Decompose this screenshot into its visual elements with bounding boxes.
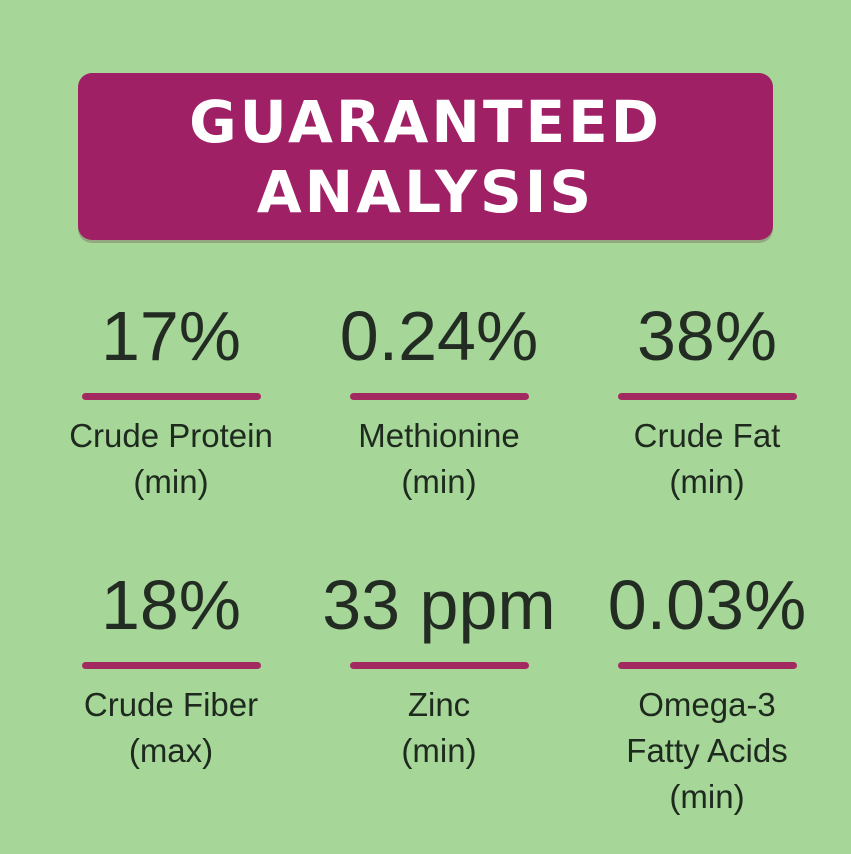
stat-zinc: 33 ppm Zinc (min): [305, 569, 573, 820]
stat-methionine: 0.24% Methionine (min): [305, 300, 573, 505]
stat-name: Crude Protein: [69, 417, 273, 454]
stat-value: 0.03%: [607, 566, 807, 644]
page-title: GUARANTEED ANALYSIS: [189, 87, 662, 226]
stat-crude-fiber: 18% Crude Fiber (max): [37, 569, 305, 820]
stat-qualifier: (min): [401, 463, 477, 500]
stat-crude-protein: 17% Crude Protein (min): [37, 300, 305, 505]
stat-qualifier: (min): [133, 463, 209, 500]
divider-line: [81, 393, 261, 400]
divider-line: [617, 662, 797, 669]
stat-qualifier: (min): [669, 463, 745, 500]
divider-line: [617, 393, 797, 400]
stat-qualifier: (min): [669, 778, 745, 815]
stat-omega-3-fatty-acids: 0.03% Omega-3 Fatty Acids (min): [573, 569, 841, 820]
divider-line: [349, 393, 529, 400]
stat-name: Crude Fiber: [83, 686, 259, 723]
divider-line: [349, 662, 529, 669]
stat-value: 0.24%: [339, 297, 539, 375]
divider-line: [81, 662, 261, 669]
stat-name: Omega-3 Fatty Acids: [626, 686, 788, 769]
stat-value: 17%: [100, 297, 242, 375]
stat-name: Crude Fat: [633, 417, 781, 454]
stat-value: 18%: [100, 566, 242, 644]
stat-value: 38%: [636, 297, 778, 375]
stat-qualifier: (max): [128, 732, 214, 769]
stat-crude-fat: 38% Crude Fat (min): [573, 300, 841, 505]
stat-name: Methionine: [358, 417, 520, 454]
stat-qualifier: (min): [401, 732, 477, 769]
stat-name: Zinc: [407, 686, 471, 723]
header-banner: GUARANTEED ANALYSIS: [78, 73, 773, 240]
stat-value: 33 ppm: [322, 566, 556, 644]
stats-grid: 17% Crude Protein (min) 0.24% Methionine…: [37, 300, 851, 820]
